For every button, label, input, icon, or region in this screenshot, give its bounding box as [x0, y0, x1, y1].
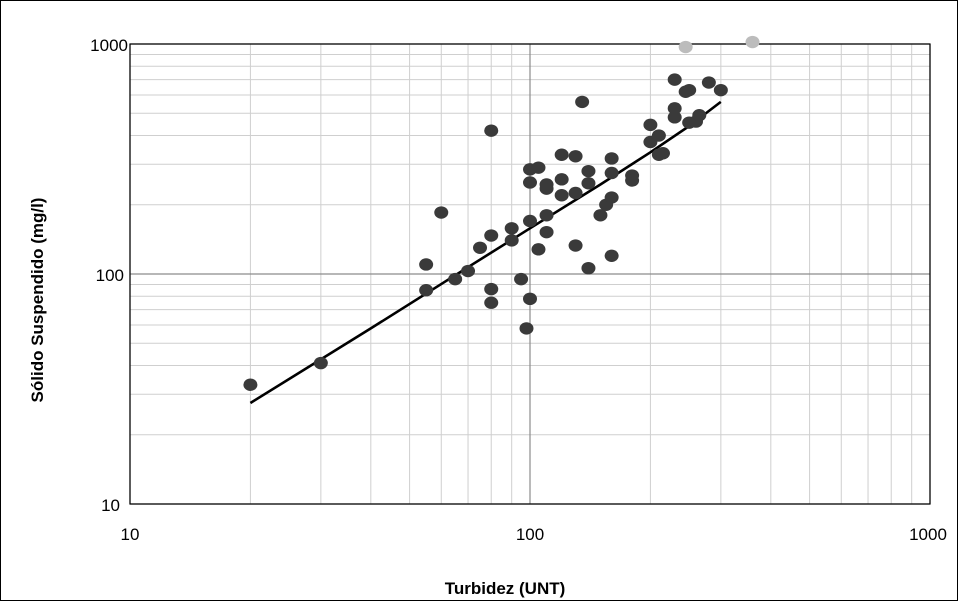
data-point: [604, 191, 619, 204]
data-point: [643, 118, 658, 132]
data-point: [473, 241, 488, 254]
data-point: [701, 76, 716, 89]
data-point: [484, 282, 499, 296]
data-point: [682, 83, 697, 97]
data-point: [568, 239, 583, 252]
data-point: [461, 264, 476, 278]
data-point: [568, 186, 583, 200]
data-point: [625, 174, 640, 187]
data-point: [667, 73, 682, 86]
data-point: [523, 292, 537, 306]
data-point: [484, 124, 499, 137]
data-point: [539, 182, 554, 195]
data-point: [504, 222, 519, 235]
data-point: [604, 152, 619, 165]
data-point: [581, 177, 596, 190]
data-point: [523, 214, 537, 228]
data-point: [484, 229, 499, 242]
data-point: [554, 148, 569, 161]
data-point: [484, 296, 499, 309]
data-point: [692, 109, 707, 122]
plot-area-border: [129, 43, 931, 505]
data-point: [651, 129, 666, 142]
data-point: [604, 249, 619, 262]
data-point: [531, 161, 546, 174]
data-point: [554, 189, 569, 202]
data-point: [539, 225, 554, 239]
outlier-points: [678, 35, 760, 54]
data-point: [581, 261, 596, 275]
data-point: [514, 272, 529, 286]
data-point: [554, 173, 569, 186]
data-points: [243, 73, 728, 391]
y-tick-1000: 1000: [90, 36, 128, 55]
data-point: [419, 258, 434, 271]
x-axis-title: Turbidez (UNT): [445, 579, 566, 598]
outlier-point: [745, 35, 760, 49]
data-point: [655, 147, 670, 160]
data-point: [243, 378, 258, 391]
data-point: [593, 209, 608, 222]
data-point: [419, 284, 434, 297]
data-point: [713, 83, 728, 97]
y-tick-100: 100: [96, 266, 124, 285]
data-point: [504, 234, 519, 247]
data-point: [568, 150, 583, 163]
y-tick-10: 10: [101, 496, 120, 515]
x-tick-10: 10: [121, 525, 140, 544]
data-point: [519, 322, 534, 335]
data-point: [531, 243, 546, 256]
data-point: [604, 166, 619, 180]
data-point: [539, 209, 554, 222]
trendline-path: [249, 100, 722, 405]
x-tick-1000: 1000: [909, 525, 947, 544]
data-point: [575, 95, 590, 109]
data-point: [667, 111, 682, 124]
data-point: [434, 206, 449, 219]
data-point: [523, 176, 537, 189]
data-point: [667, 102, 682, 115]
data-point: [313, 356, 328, 370]
y-axis-title: Sólido Suspendido (mg/l): [28, 198, 47, 403]
data-point: [581, 164, 596, 178]
trendline: [249, 100, 722, 405]
x-tick-100: 100: [516, 525, 544, 544]
data-point: [448, 272, 463, 286]
outlier-point: [678, 40, 693, 54]
